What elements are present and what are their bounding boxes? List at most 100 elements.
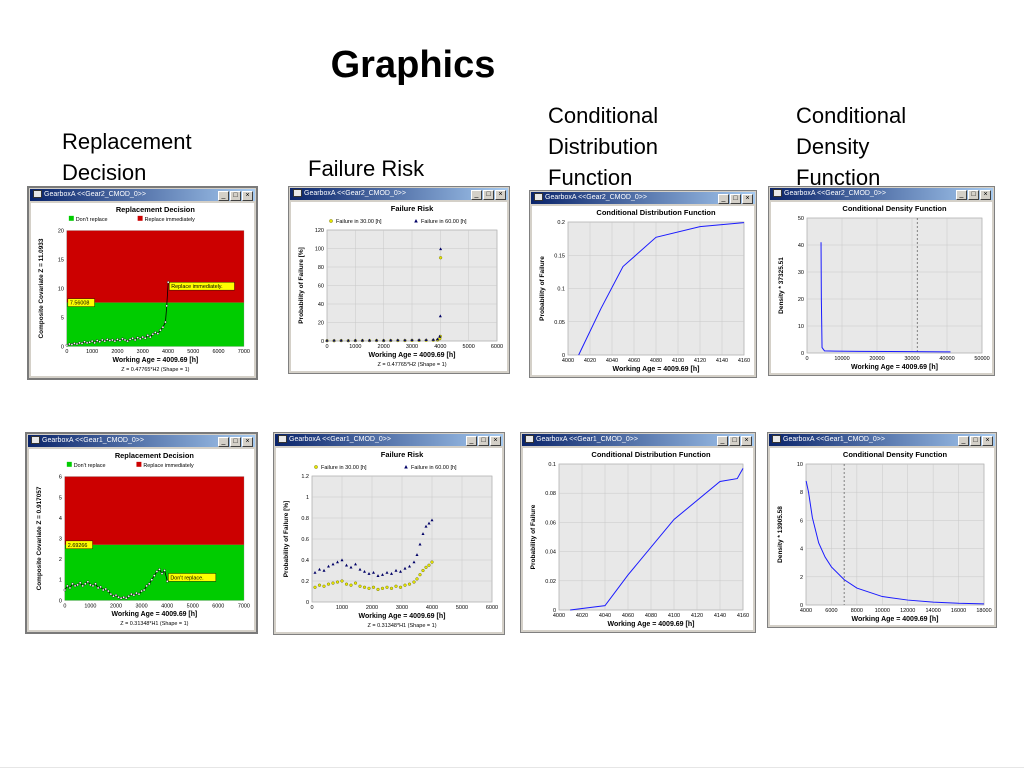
- covariate-point: [104, 587, 108, 591]
- maximize-button[interactable]: □: [970, 436, 981, 446]
- x-tick-label: 4000: [434, 344, 446, 350]
- chart-window-rd2[interactable]: GearboxA <<Gear1_CMOD_0>> _ □ × Replacement …: [25, 432, 258, 634]
- close-button[interactable]: ×: [982, 436, 993, 446]
- function-line: [805, 480, 985, 605]
- covariate-point: [142, 588, 146, 592]
- window-title: GearboxA <<Gear2_CMOD_0>>: [784, 190, 886, 197]
- risk-point-30h: [367, 586, 371, 590]
- covariate-point: [98, 340, 102, 344]
- close-button[interactable]: ×: [242, 191, 253, 201]
- close-button[interactable]: ×: [741, 436, 752, 446]
- covariate-point: [95, 339, 99, 342]
- risk-point-30h: [403, 583, 407, 587]
- y-tick-label: 0.1: [548, 462, 556, 468]
- covariate-point: [141, 335, 144, 339]
- x-tick-label: 12000: [900, 608, 915, 614]
- risk-point-30h: [326, 582, 331, 586]
- x-tick-label: 6000: [212, 603, 224, 609]
- risk-point-60h: [399, 569, 402, 573]
- chart-area: Conditional Distribution Function 4000 402…: [532, 206, 754, 375]
- risk-point-60h: [418, 542, 422, 546]
- x-tick-label: 4160: [737, 613, 749, 619]
- risk-point-60h: [336, 560, 339, 564]
- window-titlebar[interactable]: GearboxA <<Gear1_CMOD_0>> _ □ ×: [275, 434, 503, 446]
- y-tick-label: 4: [800, 547, 803, 553]
- minimize-button[interactable]: _: [956, 190, 967, 200]
- covariate-point: [94, 582, 97, 586]
- minimize-button[interactable]: _: [958, 436, 969, 446]
- legend-marker: [414, 219, 418, 223]
- maximize-button[interactable]: □: [483, 190, 494, 200]
- maximize-button[interactable]: □: [478, 436, 489, 446]
- close-button[interactable]: ×: [980, 190, 991, 200]
- minimize-button[interactable]: _: [218, 437, 229, 447]
- x-tick-label: 4040: [599, 613, 611, 619]
- y-tick-label: 1: [59, 578, 62, 584]
- legend-label: Don't replace: [74, 463, 106, 469]
- y-axis-label: Composite Covariate Z = 11.0933: [38, 238, 45, 338]
- covariate-point: [147, 582, 151, 586]
- y-tick-label: 4: [59, 516, 62, 522]
- maximize-button[interactable]: □: [729, 436, 740, 446]
- risk-point-30h: [331, 581, 335, 585]
- close-button[interactable]: ×: [242, 437, 253, 447]
- chart-window-fr2[interactable]: GearboxA <<Gear1_CMOD_0>> _ □ × Failure Risk…: [273, 432, 505, 635]
- minimize-button[interactable]: _: [717, 436, 728, 446]
- window-titlebar[interactable]: GearboxA <<Gear1_CMOD_0>> _ □ ×: [522, 434, 754, 446]
- heading-conditional-distribution: Conditional Distribution Function: [548, 103, 659, 190]
- x-tick-label: 6000: [486, 605, 498, 611]
- risk-point-30h: [418, 573, 422, 577]
- window-titlebar[interactable]: GearboxA <<Gear2_CMOD_0>> _ □ ×: [531, 192, 755, 204]
- risk-point-30h: [427, 563, 431, 567]
- maximize-button[interactable]: □: [230, 191, 241, 201]
- chart-window-cdd1[interactable]: GearboxA <<Gear2_CMOD_0>> _ □ × Conditional …: [768, 186, 995, 376]
- risk-point-60h: [394, 568, 398, 572]
- y-tick-label: 3: [59, 536, 62, 542]
- close-button[interactable]: ×: [742, 194, 753, 204]
- x-tick-label: 2000: [111, 349, 123, 355]
- maximize-button[interactable]: □: [968, 190, 979, 200]
- heading-replacement-decision: Replacement Decision: [62, 129, 192, 185]
- close-button[interactable]: ×: [490, 436, 501, 446]
- minimize-button[interactable]: _: [218, 191, 229, 201]
- threshold-label: 2.69266: [68, 543, 88, 549]
- risk-point-60h: [325, 338, 329, 342]
- chart-window-fr1[interactable]: GearboxA <<Gear2_CMOD_0>> _ □ × Failure Risk…: [288, 186, 510, 374]
- chart-window-cdd2[interactable]: GearboxA <<Gear1_CMOD_0>> _ □ × Conditional …: [767, 432, 997, 628]
- x-tick-label: 3000: [136, 603, 148, 609]
- close-button[interactable]: ×: [495, 190, 506, 200]
- covariate-point: [153, 574, 156, 577]
- chart-window-cdf2[interactable]: GearboxA <<Gear1_CMOD_0>> _ □ × Conditional …: [520, 432, 756, 633]
- function-line: [578, 222, 745, 356]
- window-titlebar[interactable]: GearboxA <<Gear2_CMOD_0>> _ □ ×: [770, 188, 993, 200]
- maximize-button[interactable]: □: [730, 194, 741, 204]
- covariate-point: [122, 595, 125, 599]
- model-note: Z = 0.47765*H2 (Shape = 1): [121, 367, 189, 373]
- window-title: GearboxA <<Gear2_CMOD_0>>: [304, 190, 406, 197]
- window-titlebar[interactable]: GearboxA <<Gear1_CMOD_0>> _ □ ×: [769, 434, 995, 446]
- risk-point-30h: [344, 582, 349, 586]
- covariate-point: [136, 336, 139, 339]
- chart-window-rd1[interactable]: GearboxA <<Gear2_CMOD_0>> _ □ × Replacement …: [27, 186, 258, 380]
- window-titlebar[interactable]: GearboxA <<Gear2_CMOD_0>> _ □ ×: [30, 189, 255, 201]
- chart-window-cdf1[interactable]: GearboxA <<Gear2_CMOD_0>> _ □ × Conditional …: [529, 190, 757, 378]
- risk-point-60h: [313, 571, 317, 574]
- covariate-point: [103, 339, 107, 343]
- risk-point-60h: [368, 338, 371, 342]
- risk-point-60h: [339, 338, 343, 342]
- covariate-point: [100, 338, 104, 342]
- chart-svg-rd2: Replacement Decision Don't replace Replace…: [36, 451, 250, 627]
- window-titlebar[interactable]: GearboxA <<Gear2_CMOD_0>> _ □ ×: [290, 188, 508, 200]
- maximize-button[interactable]: □: [230, 437, 241, 447]
- y-tick-label: 6: [800, 518, 803, 524]
- x-tick-label: 4000: [553, 613, 565, 619]
- minimize-button[interactable]: _: [471, 190, 482, 200]
- y-tick-label: 5: [59, 495, 62, 501]
- x-tick-label: 2000: [378, 344, 390, 350]
- window-titlebar[interactable]: GearboxA <<Gear1_CMOD_0>> _ □ ×: [28, 435, 255, 447]
- legend-label: Don't replace: [76, 217, 108, 223]
- y-tick-label: 6: [59, 475, 62, 481]
- minimize-button[interactable]: _: [718, 194, 729, 204]
- covariate-point: [155, 570, 159, 573]
- minimize-button[interactable]: _: [466, 436, 477, 446]
